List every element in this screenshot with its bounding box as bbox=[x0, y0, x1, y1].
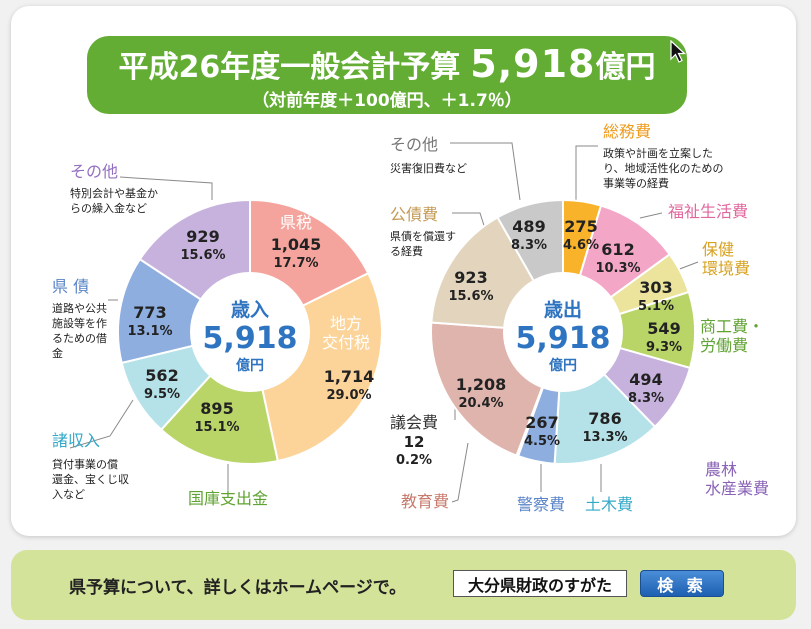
expenditure-leader-line-1 bbox=[639, 212, 663, 219]
revenue-category-label-4: 県 債 bbox=[52, 277, 89, 296]
revenue-value-label-0: 1,045 bbox=[271, 235, 322, 254]
expenditure-pct-label-1: 10.3% bbox=[595, 261, 640, 276]
expenditure-pct-label-8: 20.4% bbox=[458, 396, 503, 411]
expenditure-category-label-6: 警察費 bbox=[517, 495, 565, 514]
expenditure-value-label-7: 12 bbox=[404, 433, 425, 451]
expenditure-leader-line-8 bbox=[451, 442, 469, 503]
expenditure-category-label-4: 水産業費 bbox=[705, 479, 769, 498]
expenditure-note-10: 災害復旧費など bbox=[390, 161, 467, 175]
revenue-category-label-2: 国庫支出金 bbox=[188, 489, 268, 508]
expenditure-leader-line-2 bbox=[676, 261, 699, 271]
footer-text: 県予算について、詳しくはホームページで。 bbox=[69, 578, 407, 598]
expenditure-center-label: 歳出 bbox=[544, 298, 582, 321]
revenue-note-5: らの繰入金など bbox=[70, 201, 147, 215]
revenue-pct-label-4: 13.1% bbox=[127, 324, 172, 339]
expenditure-pct-label-9: 15.6% bbox=[448, 289, 493, 304]
expenditure-category-label-1: 福祉生活費 bbox=[668, 202, 748, 221]
revenue-leader-line-5 bbox=[119, 176, 213, 200]
expenditure-category-label-10: その他 bbox=[390, 135, 438, 154]
expenditure-note-9: る経費 bbox=[390, 244, 423, 258]
expenditure-category-label-3: 労働費 bbox=[700, 336, 748, 355]
revenue-center-unit: 億円 bbox=[236, 357, 264, 374]
expenditure-leader-line-10 bbox=[450, 142, 521, 201]
total-unit: 億円 bbox=[595, 50, 656, 85]
expenditure-value-label-5: 786 bbox=[588, 409, 621, 428]
revenue-pct-label-3: 9.5% bbox=[144, 387, 180, 402]
search-button[interactable]: 検 索 bbox=[640, 570, 724, 597]
revenue-value-label-2: 895 bbox=[200, 399, 233, 418]
revenue-note-5: 特別会計や基金か bbox=[70, 186, 158, 200]
expenditure-category-label-9: 公債費 bbox=[390, 205, 438, 224]
expenditure-leader-line-0 bbox=[575, 145, 598, 200]
expenditure-slice-3 bbox=[559, 290, 696, 370]
expenditure-pct-label-0: 4.6% bbox=[563, 238, 599, 253]
revenue-pct-label-1: 29.0% bbox=[326, 388, 371, 403]
revenue-category-label-1: 地方 bbox=[330, 314, 362, 333]
revenue-value-label-3: 562 bbox=[145, 366, 178, 385]
expenditure-center-unit: 億円 bbox=[549, 357, 577, 374]
expenditure-value-label-9: 923 bbox=[454, 268, 487, 287]
revenue-center-hole bbox=[190, 272, 310, 392]
revenue-center-label: 歳入 bbox=[231, 299, 269, 321]
search-input[interactable]: 大分県財政のすがた bbox=[453, 570, 627, 597]
expenditure-value-label-3: 549 bbox=[647, 319, 680, 338]
revenue-pct-label-0: 17.7% bbox=[273, 256, 318, 271]
revenue-category-label-0: 県税 bbox=[280, 213, 312, 232]
expenditure-category-label-2: 環境費 bbox=[702, 259, 750, 278]
expenditure-category-label-7: 議会費 bbox=[390, 413, 438, 432]
revenue-pct-label-2: 15.1% bbox=[194, 420, 239, 435]
revenue-leader-line-3 bbox=[69, 399, 134, 449]
title-banner: 平成26年度一般会計予算 5,918億円 （対前年度＋100億円、＋1.7％） bbox=[87, 36, 687, 114]
expenditure-value-label-6: 267 bbox=[525, 413, 558, 432]
expenditure-note-0: 政策や計画を立案した bbox=[603, 146, 713, 160]
revenue-note-4: るための借 bbox=[52, 332, 107, 345]
total-amount: 5,918 bbox=[470, 42, 596, 86]
revenue-center-value: 5,918 bbox=[203, 321, 298, 356]
expenditure-pct-label-5: 13.3% bbox=[582, 430, 627, 445]
expenditure-value-label-10: 489 bbox=[512, 217, 545, 236]
expenditure-category-label-5: 土木費 bbox=[585, 495, 633, 514]
expenditure-value-label-4: 494 bbox=[629, 370, 662, 389]
expenditure-pct-label-3: 9.3% bbox=[646, 340, 682, 355]
revenue-note-3: 還金、宝くじ収 bbox=[52, 472, 129, 486]
expenditure-note-9: 県債を償還す bbox=[390, 229, 456, 243]
subtitle: （対前年度＋100億円、＋1.7％） bbox=[252, 91, 522, 111]
expenditure-note-0: 事業等の経費 bbox=[603, 176, 669, 190]
expenditure-pct-label-4: 8.3% bbox=[628, 391, 664, 406]
revenue-note-4: 金 bbox=[52, 346, 63, 360]
expenditure-category-label-2: 保健 bbox=[702, 240, 734, 259]
revenue-note-4: 施設等を作 bbox=[52, 316, 107, 330]
revenue-note-3: 入など bbox=[52, 488, 85, 501]
expenditure-value-label-1: 612 bbox=[601, 240, 634, 259]
expenditure-pct-label-2: 5.1% bbox=[638, 299, 674, 314]
expenditure-center-hole bbox=[503, 272, 623, 392]
title-text: 平成26年度一般会計予算 bbox=[118, 50, 461, 85]
revenue-category-label-5: その他 bbox=[70, 162, 118, 181]
revenue-value-label-4: 773 bbox=[133, 303, 166, 322]
expenditure-value-label-2: 303 bbox=[639, 278, 672, 297]
expenditure-pct-label-6: 4.5% bbox=[524, 434, 560, 449]
revenue-category-label-3: 諸収入 bbox=[52, 431, 100, 450]
expenditure-category-label-4: 農林 bbox=[705, 460, 737, 479]
page-title: 平成26年度一般会計予算 5,918億円 bbox=[87, 42, 687, 86]
expenditure-category-label-8: 教育費 bbox=[401, 492, 449, 511]
footer-bar: 県予算について、詳しくはホームページで。 大分県財政のすがた 検 索 bbox=[11, 550, 796, 620]
mouse-pointer-icon bbox=[670, 40, 687, 63]
expenditure-value-label-0: 275 bbox=[564, 217, 597, 236]
expenditure-note-0: り、地域活性化のための bbox=[603, 161, 724, 175]
expenditure-center-value: 5,918 bbox=[516, 321, 611, 356]
revenue-note-4: 道路や公共 bbox=[52, 301, 107, 315]
expenditure-value-label-8: 1,208 bbox=[456, 375, 507, 394]
revenue-value-label-1: 1,714 bbox=[324, 367, 375, 386]
revenue-note-3: 貸付事業の償 bbox=[52, 457, 118, 471]
revenue-value-label-5: 929 bbox=[186, 227, 219, 246]
expenditure-category-label-3: 商工費・ bbox=[700, 317, 764, 336]
revenue-category-label-1: 交付税 bbox=[322, 333, 370, 352]
expenditure-pct-label-7: 0.2% bbox=[396, 453, 432, 468]
expenditure-pct-label-10: 8.3% bbox=[511, 238, 547, 253]
revenue-pct-label-5: 15.6% bbox=[180, 248, 225, 263]
expenditure-category-label-0: 総務費 bbox=[603, 122, 651, 141]
